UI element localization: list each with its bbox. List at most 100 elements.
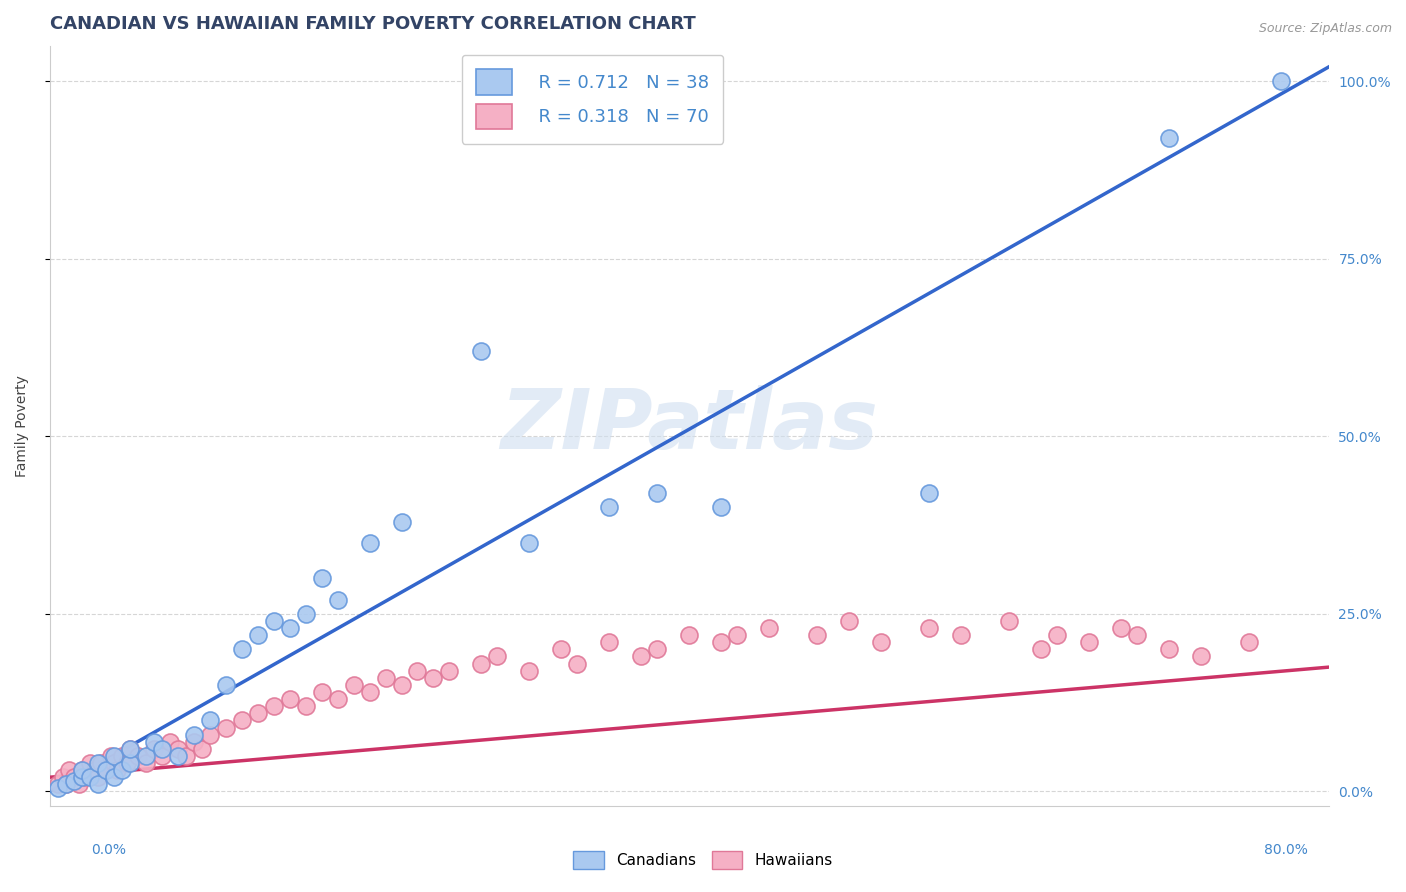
- Point: [359, 685, 381, 699]
- Point: [166, 741, 188, 756]
- Point: [326, 692, 349, 706]
- Point: [1237, 635, 1260, 649]
- Point: [246, 628, 269, 642]
- Point: [118, 741, 141, 756]
- Point: [52, 770, 75, 784]
- Point: [87, 756, 110, 770]
- Point: [630, 649, 652, 664]
- Point: [519, 536, 541, 550]
- Point: [87, 777, 110, 791]
- Point: [231, 714, 253, 728]
- Point: [103, 770, 125, 784]
- Point: [62, 770, 84, 784]
- Point: [263, 699, 285, 714]
- Point: [1029, 642, 1052, 657]
- Point: [486, 649, 509, 664]
- Point: [246, 706, 269, 721]
- Point: [391, 515, 413, 529]
- Point: [470, 344, 492, 359]
- Point: [67, 777, 90, 791]
- Point: [46, 777, 69, 791]
- Point: [598, 500, 620, 515]
- Point: [183, 735, 205, 749]
- Point: [294, 607, 316, 621]
- Point: [103, 748, 125, 763]
- Text: 0.0%: 0.0%: [91, 843, 127, 857]
- Point: [998, 614, 1021, 628]
- Point: [174, 748, 197, 763]
- Point: [311, 685, 333, 699]
- Point: [1270, 74, 1292, 88]
- Point: [870, 635, 893, 649]
- Point: [100, 748, 122, 763]
- Point: [1189, 649, 1212, 664]
- Point: [159, 735, 181, 749]
- Point: [645, 486, 668, 500]
- Point: [1157, 642, 1180, 657]
- Point: [198, 714, 221, 728]
- Point: [1126, 628, 1149, 642]
- Point: [70, 763, 93, 777]
- Point: [79, 756, 101, 770]
- Point: [150, 748, 173, 763]
- Point: [127, 748, 149, 763]
- Point: [73, 770, 96, 784]
- Point: [142, 735, 165, 749]
- Point: [678, 628, 700, 642]
- Point: [263, 614, 285, 628]
- Point: [115, 756, 138, 770]
- Point: [598, 635, 620, 649]
- Text: Source: ZipAtlas.com: Source: ZipAtlas.com: [1258, 22, 1392, 36]
- Point: [806, 628, 828, 642]
- Point: [725, 628, 748, 642]
- Point: [87, 770, 110, 784]
- Point: [1046, 628, 1069, 642]
- Point: [70, 770, 93, 784]
- Y-axis label: Family Poverty: Family Poverty: [15, 375, 30, 476]
- Point: [231, 642, 253, 657]
- Point: [46, 780, 69, 795]
- Point: [406, 664, 429, 678]
- Point: [150, 741, 173, 756]
- Point: [949, 628, 972, 642]
- Point: [838, 614, 860, 628]
- Text: CANADIAN VS HAWAIIAN FAMILY POVERTY CORRELATION CHART: CANADIAN VS HAWAIIAN FAMILY POVERTY CORR…: [49, 15, 696, 33]
- Point: [278, 621, 301, 635]
- Point: [70, 763, 93, 777]
- Point: [94, 763, 117, 777]
- Point: [215, 721, 238, 735]
- Point: [359, 536, 381, 550]
- Point: [103, 756, 125, 770]
- Text: ZIPatlas: ZIPatlas: [501, 385, 879, 467]
- Point: [567, 657, 589, 671]
- Point: [166, 748, 188, 763]
- Point: [118, 756, 141, 770]
- Point: [55, 777, 77, 791]
- Point: [183, 728, 205, 742]
- Point: [342, 678, 364, 692]
- Point: [278, 692, 301, 706]
- Point: [311, 571, 333, 585]
- Point: [135, 748, 157, 763]
- Point: [90, 756, 112, 770]
- Point: [918, 486, 941, 500]
- Point: [118, 741, 141, 756]
- Point: [1157, 131, 1180, 145]
- Point: [439, 664, 461, 678]
- Point: [294, 699, 316, 714]
- Point: [470, 657, 492, 671]
- Point: [79, 770, 101, 784]
- Point: [758, 621, 780, 635]
- Point: [710, 635, 733, 649]
- Point: [62, 773, 84, 788]
- Legend:   R = 0.712   N = 38,   R = 0.318   N = 70: R = 0.712 N = 38, R = 0.318 N = 70: [461, 54, 723, 144]
- Point: [710, 500, 733, 515]
- Point: [111, 748, 134, 763]
- Point: [918, 621, 941, 635]
- Point: [83, 763, 105, 777]
- Point: [135, 756, 157, 770]
- Point: [58, 763, 80, 777]
- Point: [111, 763, 134, 777]
- Point: [215, 678, 238, 692]
- Point: [94, 763, 117, 777]
